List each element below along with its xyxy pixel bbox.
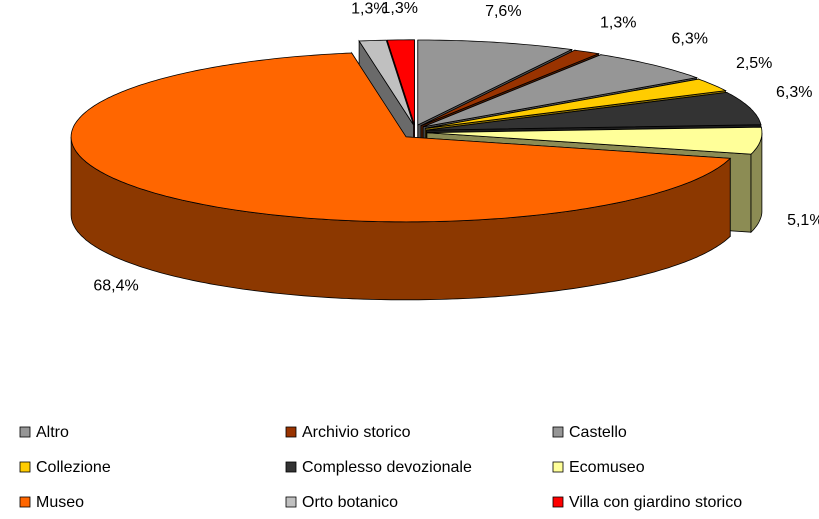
slice xyxy=(420,49,600,127)
data-label: 5,1% xyxy=(787,212,819,229)
data-label: 6,3% xyxy=(672,31,708,48)
legend-swatch xyxy=(285,461,297,473)
legend-label: Collezione xyxy=(36,459,111,476)
legend-label: Altro xyxy=(36,424,69,441)
legend-swatch xyxy=(285,496,297,508)
legend-swatch xyxy=(552,461,564,473)
slice xyxy=(426,91,762,131)
slice xyxy=(386,39,415,125)
legend-swatch xyxy=(552,496,564,508)
legend: Altro Archivio storico Castello Collezione C… xyxy=(19,424,742,511)
legend-label: Villa con giardino storico xyxy=(569,494,742,511)
legend-label: Museo xyxy=(36,494,84,511)
slice xyxy=(70,52,732,223)
legend-swatch xyxy=(19,426,31,438)
data-label: 1,3% xyxy=(382,0,418,17)
data-label: 7,6% xyxy=(485,3,521,20)
pie-labels: 7,6%1,3%6,3%2,5%6,3%5,1%68,4%1,3%1,3% xyxy=(93,0,819,295)
legend-swatch xyxy=(19,461,31,473)
slice xyxy=(426,126,763,155)
slice xyxy=(423,54,699,128)
legend-label: Orto botanico xyxy=(302,494,398,511)
data-label: 1,3% xyxy=(600,15,636,32)
slice xyxy=(425,78,727,129)
legend-label: Complesso devozionale xyxy=(302,459,472,476)
data-label: 1,3% xyxy=(351,1,387,18)
slice xyxy=(417,39,574,126)
data-label: 2,5% xyxy=(736,55,772,72)
pie-tops xyxy=(70,39,763,223)
legend-swatch xyxy=(285,426,297,438)
legend-swatch xyxy=(552,426,564,438)
legend-swatch xyxy=(19,496,31,508)
legend-label: Archivio storico xyxy=(302,424,411,441)
pie-sides xyxy=(70,132,763,301)
legend-label: Castello xyxy=(569,424,627,441)
slice xyxy=(358,39,414,126)
data-label: 6,3% xyxy=(776,84,812,101)
data-label: 68,4% xyxy=(93,278,138,295)
legend-label: Ecomuseo xyxy=(569,459,645,476)
